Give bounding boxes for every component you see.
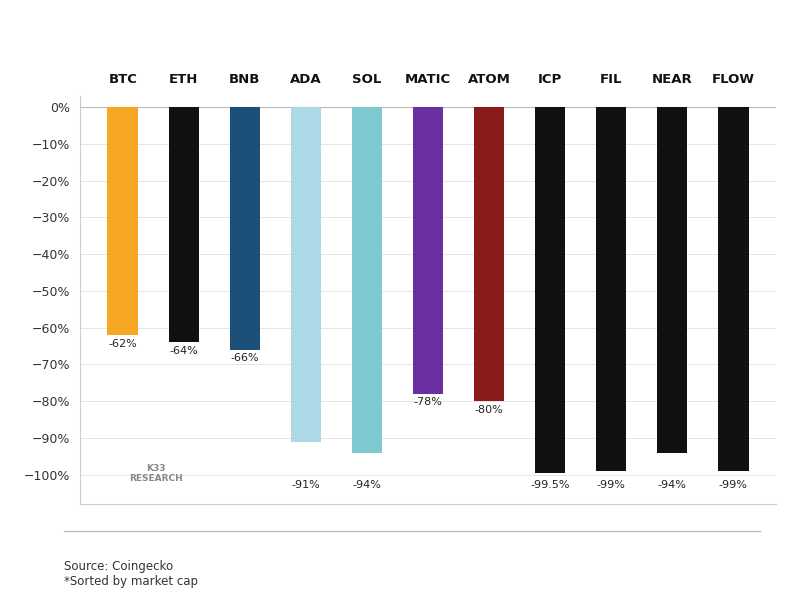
Bar <box>535 107 566 473</box>
Bar <box>413 107 443 394</box>
Text: -99%: -99% <box>719 480 748 490</box>
Bar <box>230 107 260 350</box>
Text: -94%: -94% <box>658 480 686 490</box>
Bar <box>596 107 626 471</box>
Text: -62%: -62% <box>108 338 137 349</box>
Bar <box>107 107 138 335</box>
Text: -78%: -78% <box>414 397 442 407</box>
Bar <box>718 107 749 471</box>
Text: -94%: -94% <box>353 480 382 490</box>
Text: -64%: -64% <box>170 346 198 356</box>
Bar <box>169 107 199 342</box>
Text: Source: Coingecko
*Sorted by market cap: Source: Coingecko *Sorted by market cap <box>64 560 198 588</box>
Bar <box>290 107 321 442</box>
Text: -99.5%: -99.5% <box>530 480 570 490</box>
Bar <box>352 107 382 452</box>
Text: -80%: -80% <box>474 405 503 415</box>
Text: K33
RESEARCH: K33 RESEARCH <box>130 464 183 483</box>
Bar <box>474 107 504 401</box>
Bar <box>657 107 687 452</box>
Text: -99%: -99% <box>597 480 626 490</box>
Text: -91%: -91% <box>291 480 320 490</box>
Text: -66%: -66% <box>230 353 259 363</box>
